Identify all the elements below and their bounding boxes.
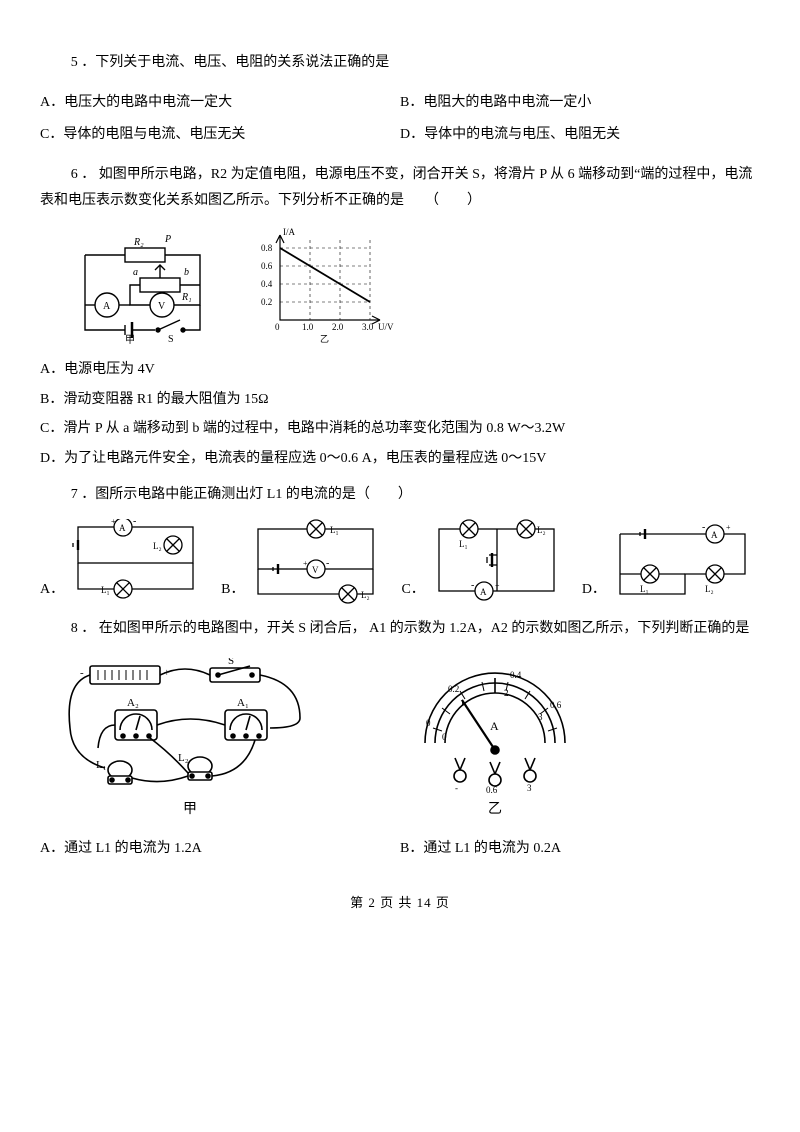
svg-text:L₁: L₁	[96, 759, 107, 771]
svg-text:3: 3	[527, 783, 532, 793]
svg-text:L₁: L₁	[330, 525, 339, 535]
svg-text:L₂: L₂	[153, 541, 162, 551]
lbl-a: a	[133, 267, 138, 278]
svg-text:2: 2	[504, 688, 509, 698]
q7-circuit-a: A + - L₂ L₁	[68, 519, 203, 604]
xt1: 2.0	[332, 322, 344, 332]
q7-label-a: A．	[40, 577, 64, 604]
q5-opt-d: D．导体中的电流与电压、电阻无关	[400, 122, 760, 149]
svg-text:L₁: L₁	[101, 585, 110, 595]
lbl-b: b	[184, 267, 189, 278]
xlabel: U/V	[378, 322, 394, 332]
svg-text:+: +	[726, 523, 731, 532]
svg-text:-: -	[133, 519, 136, 527]
svg-text:3: 3	[538, 712, 543, 722]
svg-text:A: A	[711, 530, 718, 540]
xt0: 1.0	[302, 322, 314, 332]
svg-text:-: -	[326, 558, 329, 569]
svg-text:0.6: 0.6	[550, 700, 562, 710]
svg-text:+: +	[495, 581, 500, 590]
q6-circuit-diagram: R₂ P a b R₁ A V S 甲	[70, 230, 220, 345]
ylabel: I/A	[283, 227, 295, 237]
q6-figures: R₂ P a b R₁ A V S 甲 I/A U/V 0.2 0.4	[70, 225, 760, 345]
lbl-r2: R₂	[133, 237, 144, 248]
lbl-cap-jia: 甲	[125, 335, 135, 345]
svg-text:0.4: 0.4	[510, 670, 522, 680]
lbl-p: P	[164, 234, 171, 245]
svg-text:0: 0	[442, 732, 447, 742]
svg-text:-: -	[702, 522, 705, 533]
yt1: 0.4	[261, 279, 273, 289]
q7-label-b: B．	[221, 577, 244, 604]
q7-opt-b: B． L₁ V + - L₂	[221, 519, 383, 604]
q7-circuit-c: L₁ L₂ A - +	[429, 519, 564, 604]
q5-opt-a: A．电压大的电路中电流一定大	[40, 90, 400, 117]
svg-text:-: -	[471, 580, 474, 591]
q6-opt-b: B．滑动变阻器 R1 的最大阻值为 15Ω	[40, 387, 760, 414]
yt2: 0.6	[261, 261, 273, 271]
lbl-ammeter: A	[103, 301, 111, 312]
page-footer: 第 2 页 共 14 页	[40, 891, 760, 916]
q8-ammeter-dial: 0 1 2 3 0 0.2 0.4 0.6 A - 0.6 3	[410, 658, 580, 793]
q8-figures: - + S A₂	[60, 658, 760, 824]
q6-stem: 6 ． 如图甲所示电路，R2 为定值电阻，电源电压不变，闭合开关 S，将滑片 P…	[40, 162, 760, 215]
svg-text:L₁: L₁	[459, 539, 468, 549]
q8-options: A．通过 L1 的电流为 1.2A B．通过 L1 的电流为 0.2A	[40, 833, 760, 866]
svg-text:V: V	[312, 565, 319, 575]
lbl-s: S	[168, 334, 174, 345]
svg-text:0.6: 0.6	[486, 785, 498, 793]
cap-yi: 乙	[320, 334, 329, 344]
q8-cap1: 甲	[60, 797, 320, 824]
q8-dial-block: 0 1 2 3 0 0.2 0.4 0.6 A - 0.6 3 乙	[410, 658, 580, 824]
q7-circuit-d: A - + L₁ L₂	[610, 519, 755, 604]
svg-text:A: A	[480, 587, 487, 597]
q6-opt-a: A．电源电压为 4V	[40, 357, 760, 384]
svg-text:L₂: L₂	[178, 752, 189, 764]
yt3: 0.8	[261, 243, 273, 253]
svg-text:A: A	[119, 523, 126, 533]
svg-text:S: S	[228, 658, 234, 667]
q7-label-c: C．	[401, 577, 424, 604]
q5-opt-b: B．电阻大的电路中电流一定小	[400, 90, 760, 117]
svg-text:1: 1	[460, 698, 465, 708]
svg-text:A: A	[490, 719, 499, 733]
q7-circuit-b: L₁ V + - L₂	[248, 519, 383, 604]
svg-text:L₂: L₂	[537, 525, 546, 535]
q8-circuit: - + S A₂	[60, 658, 320, 793]
q7-opt-d: D． A - + L₁ L₂	[582, 519, 755, 604]
q8-cap2: 乙	[410, 797, 580, 824]
svg-text:A₁: A₁	[237, 697, 249, 709]
svg-text:0: 0	[275, 322, 280, 332]
svg-text:L₂: L₂	[361, 590, 370, 600]
lbl-voltmeter: V	[158, 301, 166, 312]
q7-label-d: D．	[582, 577, 606, 604]
svg-text:+: +	[111, 519, 116, 526]
q8-circuit-block: - + S A₂	[60, 658, 320, 824]
xt2: 3.0	[362, 322, 374, 332]
q5-opt-c: C．导体的电阻与电流、电压无关	[40, 122, 400, 149]
q8-opt-a: A．通过 L1 的电流为 1.2A	[40, 836, 400, 863]
q6-opt-c: C．滑片 P 从 a 端移动到 b 端的过程中，电路中消耗的总功率变化范围为 0…	[40, 416, 760, 443]
svg-text:-: -	[455, 783, 458, 793]
yt0: 0.2	[261, 297, 272, 307]
q7-stem: 7 ．图所示电路中能正确测出灯 L1 的电流的是（ ）	[40, 482, 760, 509]
svg-text:+: +	[303, 559, 308, 568]
svg-text:L₁: L₁	[640, 584, 649, 594]
q5-stem: 5 ．下列关于电流、电压、电阻的关系说法正确的是	[40, 50, 760, 77]
lbl-r1: R₁	[181, 292, 192, 303]
q6-opt-d: D．为了让电路元件安全，电流表的量程应选 0～0.6 A，电压表的量程应选 0～…	[40, 446, 760, 473]
q7-options-row: A． A + - L₂ L₁ B．	[40, 519, 760, 604]
svg-text:0: 0	[426, 718, 431, 728]
svg-text:0.2: 0.2	[448, 684, 459, 694]
q8-stem: 8 ． 在如图甲所示的电路图中，开关 S 闭合后， A1 的示数为 1.2A，A…	[40, 616, 760, 643]
q7-opt-a: A． A + - L₂ L₁	[40, 519, 203, 604]
svg-text:L₂: L₂	[705, 584, 714, 594]
q7-opt-c: C． L₁ L₂ A - +	[401, 519, 563, 604]
svg-text:A₂: A₂	[127, 697, 139, 709]
q6-graph: I/A U/V 0.2 0.4 0.6 0.8 0 1.0 2.0 3.0 乙	[250, 225, 395, 345]
q8-opt-b: B．通过 L1 的电流为 0.2A	[400, 836, 760, 863]
q5-options: A．电压大的电路中电流一定大 B．电阻大的电路中电流一定小 C．导体的电阻与电流…	[40, 87, 760, 152]
